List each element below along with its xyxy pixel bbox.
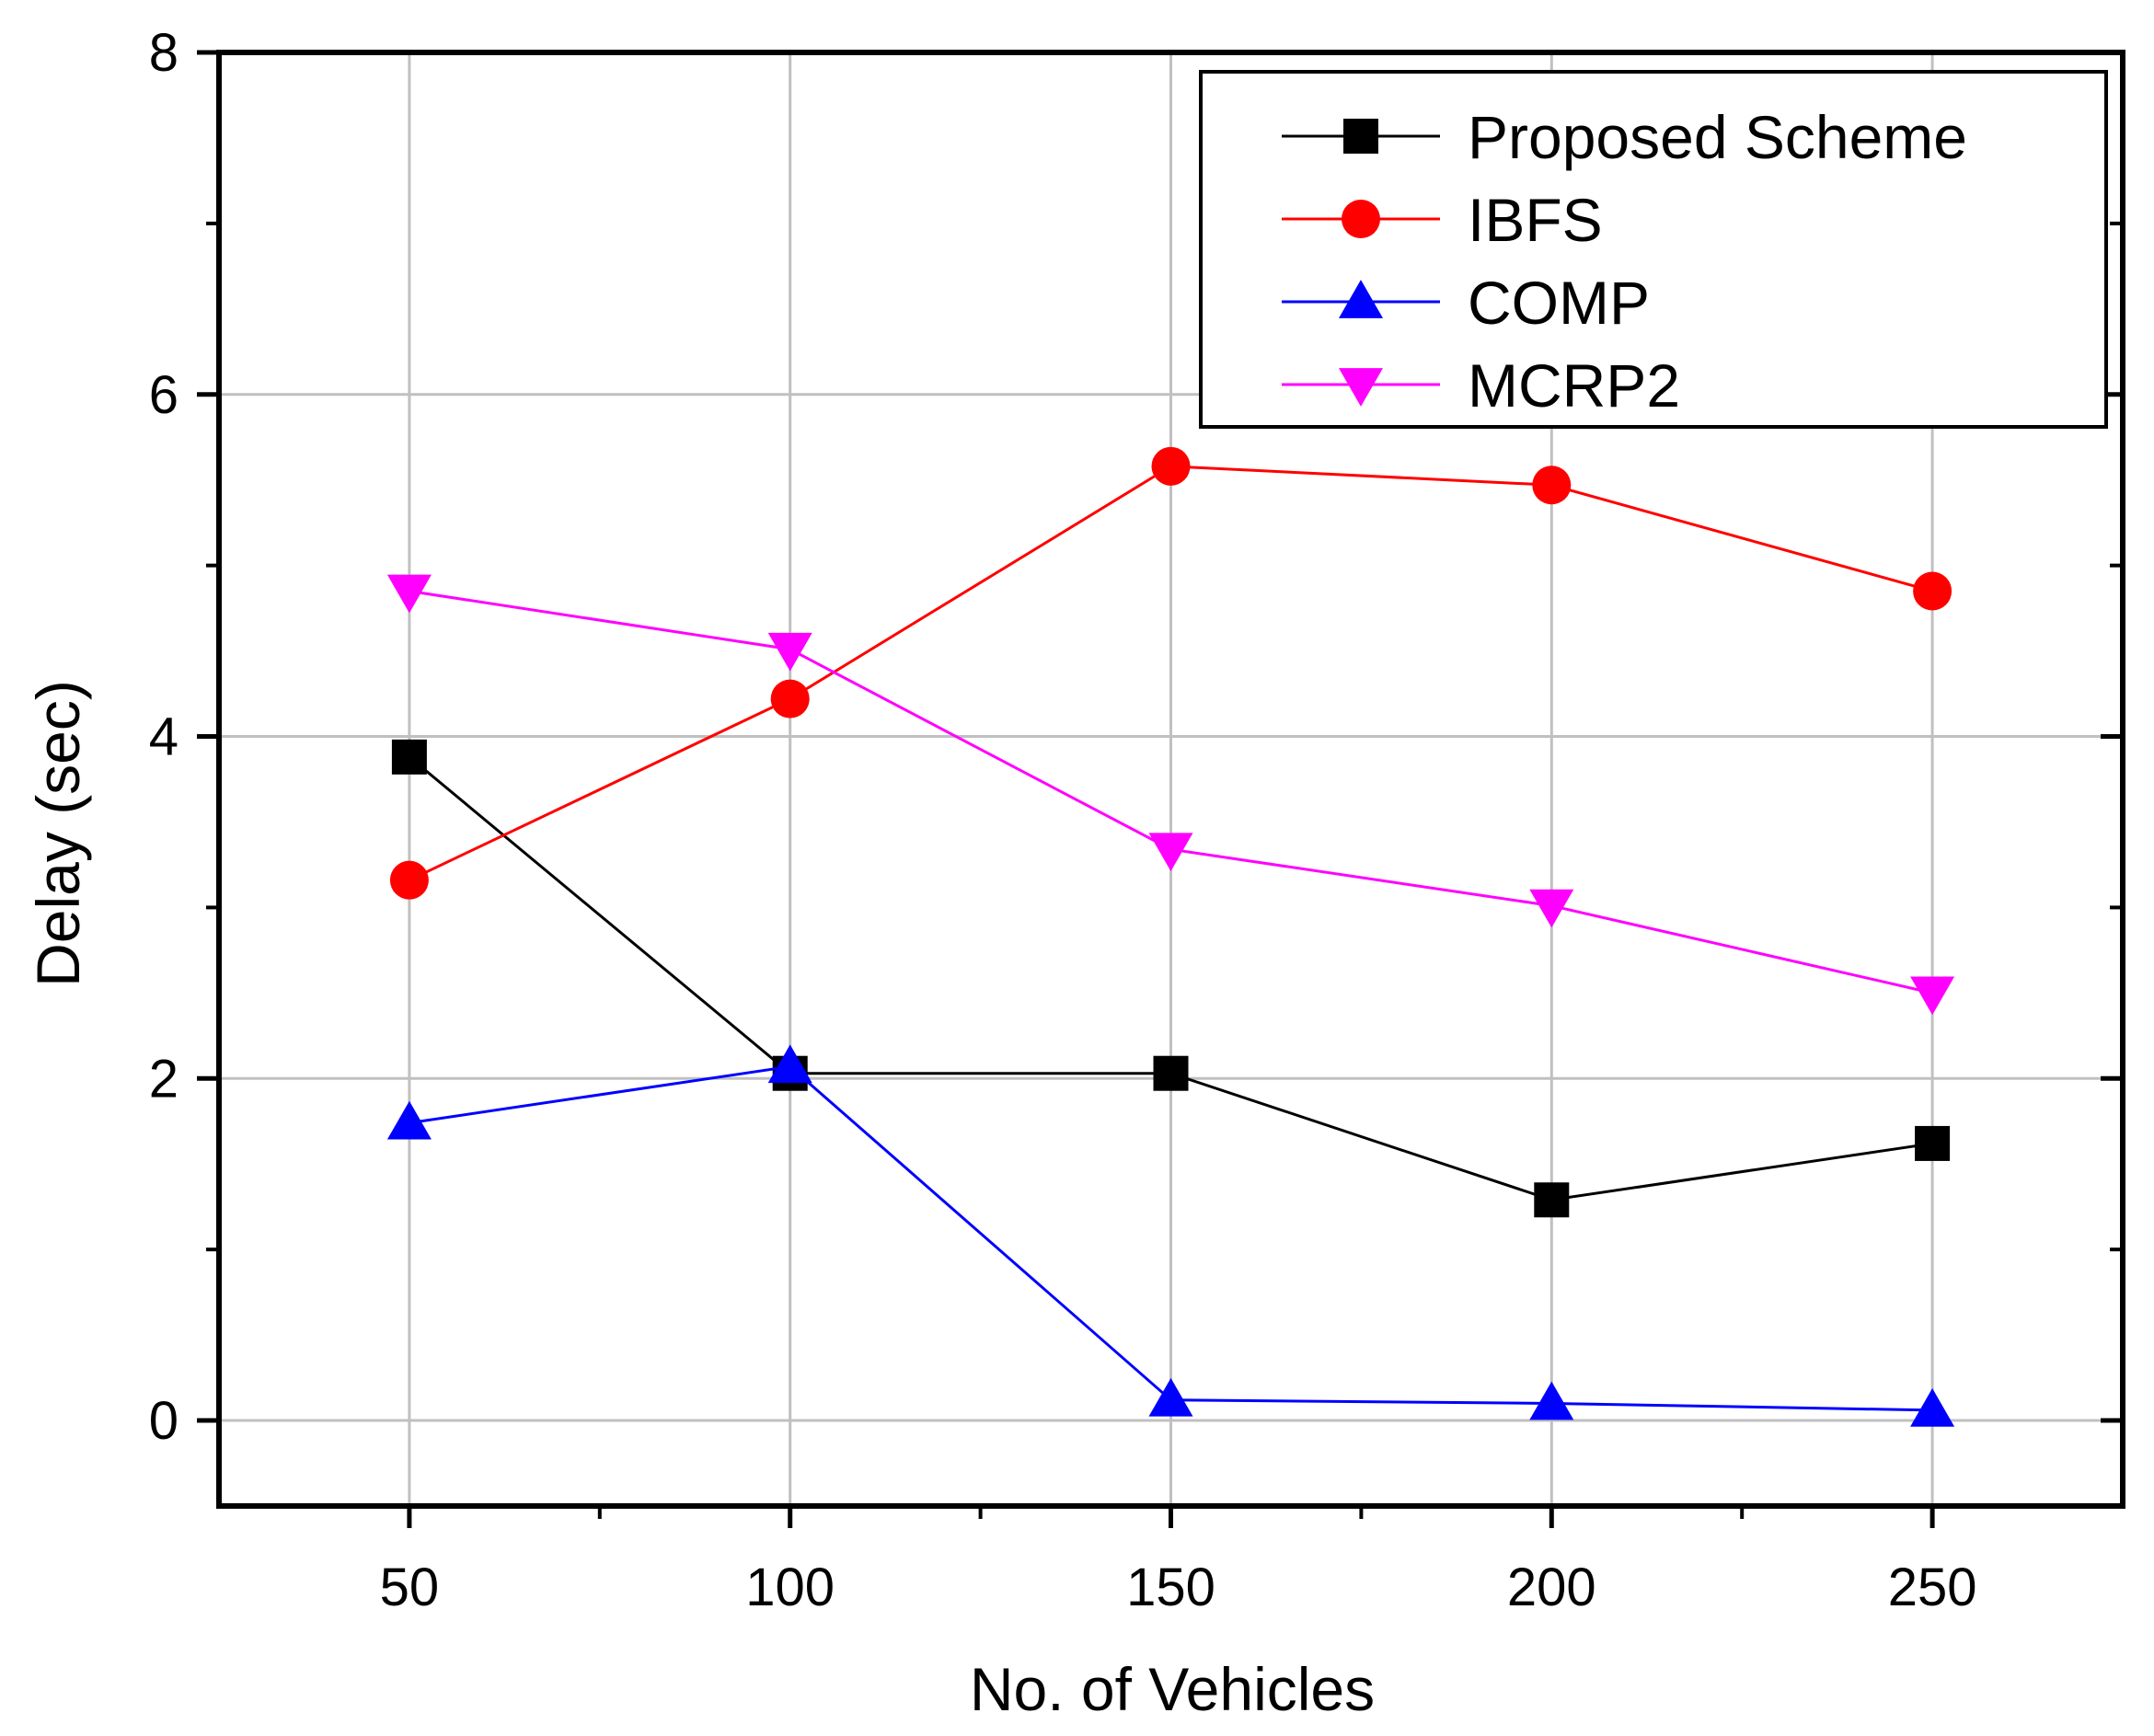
data-point-mcrp2-100 bbox=[767, 632, 812, 672]
legend-marker-proposed-scheme bbox=[1343, 119, 1378, 154]
data-point-mcrp2-150 bbox=[1148, 833, 1193, 872]
y-tick-label: 0 bbox=[149, 1391, 179, 1451]
data-point-proposed-scheme-200 bbox=[1534, 1182, 1570, 1218]
data-point-comp-50 bbox=[386, 1100, 432, 1140]
data-point-mcrp2-250 bbox=[1910, 976, 1955, 1016]
data-point-proposed-scheme-50 bbox=[391, 739, 427, 775]
data-point-comp-100 bbox=[767, 1044, 812, 1084]
y-tick-label: 6 bbox=[149, 365, 179, 425]
legend: Proposed Scheme IBFS COMP MCRP2 bbox=[1199, 70, 2108, 429]
legend-marker-ibfs bbox=[1342, 200, 1380, 238]
series-comp bbox=[386, 1044, 1955, 1427]
x-axis-title: No. of Vehicles bbox=[970, 1655, 1375, 1723]
ticks: 0 2 4 6 8 50 100 150 200 250 bbox=[149, 23, 2123, 1617]
x-tick-label: 50 bbox=[380, 1558, 440, 1617]
legend-label-mcrp2: MCRP2 bbox=[1468, 351, 1680, 420]
y-tick-label: 4 bbox=[149, 707, 179, 767]
data-point-ibfs-200 bbox=[1532, 466, 1572, 505]
legend-marker-comp bbox=[1339, 280, 1383, 318]
legend-entry-comp: COMP bbox=[1282, 269, 1650, 337]
x-tick-label: 250 bbox=[1888, 1558, 1977, 1617]
data-point-ibfs-100 bbox=[770, 679, 810, 719]
data-point-comp-150 bbox=[1148, 1377, 1193, 1417]
series-ibfs bbox=[389, 446, 1952, 900]
series-proposed-scheme bbox=[391, 739, 1951, 1218]
legend-label-ibfs: IBFS bbox=[1468, 186, 1603, 254]
series-mcrp2 bbox=[386, 574, 1955, 1016]
data-point-ibfs-50 bbox=[389, 860, 429, 900]
y-tick-label: 2 bbox=[149, 1049, 179, 1109]
legend-entry-mcrp2: MCRP2 bbox=[1282, 351, 1680, 420]
series-layer bbox=[386, 446, 1955, 1427]
data-point-ibfs-150 bbox=[1151, 446, 1191, 486]
y-tick-label: 8 bbox=[149, 23, 179, 83]
data-point-proposed-scheme-150 bbox=[1153, 1055, 1189, 1091]
legend-label-proposed-scheme: Proposed Scheme bbox=[1468, 103, 1967, 171]
data-point-comp-250 bbox=[1910, 1388, 1955, 1427]
legend-marker-mcrp2 bbox=[1339, 368, 1383, 407]
legend-entry-proposed-scheme: Proposed Scheme bbox=[1282, 103, 1967, 171]
data-point-mcrp2-200 bbox=[1529, 889, 1574, 928]
legend-label-comp: COMP bbox=[1468, 269, 1650, 337]
data-point-mcrp2-50 bbox=[386, 574, 432, 614]
x-tick-label: 200 bbox=[1507, 1558, 1596, 1617]
data-point-proposed-scheme-250 bbox=[1915, 1125, 1951, 1161]
y-axis-title: Delay (sec) bbox=[24, 680, 92, 987]
x-tick-label: 100 bbox=[745, 1558, 835, 1617]
data-point-ibfs-250 bbox=[1913, 571, 1952, 611]
data-point-comp-200 bbox=[1529, 1381, 1574, 1420]
legend-entry-ibfs: IBFS bbox=[1282, 186, 1603, 254]
x-tick-label: 150 bbox=[1126, 1558, 1215, 1617]
